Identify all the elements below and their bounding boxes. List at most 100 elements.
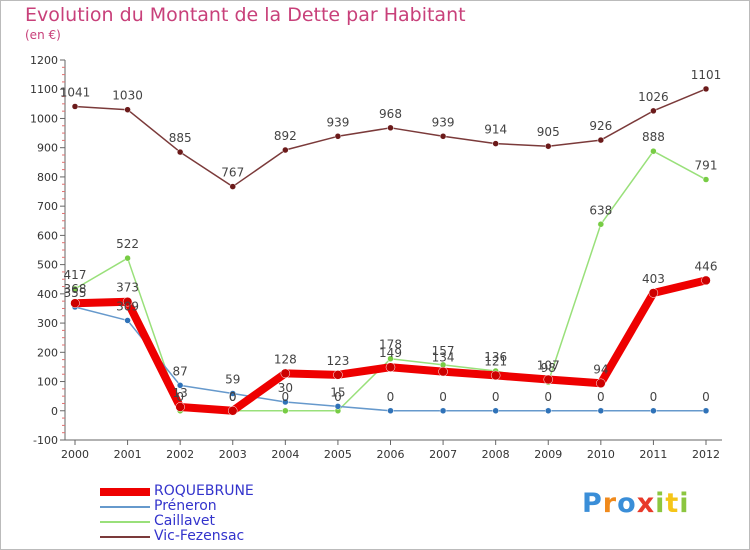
y-tick-label: 700 [37,200,58,213]
data-point [333,370,343,380]
data-label: 368 [64,282,87,296]
data-label: 128 [274,352,297,366]
data-point [71,103,79,110]
y-tick-label: 0 [51,405,58,418]
data-point [282,398,289,406]
x-tick-label: 2003 [219,448,247,461]
y-tick-label: 600 [37,229,58,242]
data-point [70,298,80,308]
data-label: 123 [326,354,349,368]
data-point [387,124,394,132]
data-point [124,254,131,262]
data-point [385,362,396,372]
brand-logo: Proxiti [582,488,690,519]
data-label: 355 [64,286,87,300]
data-label: 446 [695,259,718,273]
data-label: 87 [173,364,188,378]
data-point [387,355,394,362]
data-label: 1030 [112,89,143,103]
data-point [701,275,711,286]
brand-letter: r [602,488,618,519]
x-tick-label: 2001 [114,448,142,461]
data-point [71,285,79,293]
data-label: 121 [484,354,507,368]
chart-title: Evolution du Montant de la Dette par Hab… [25,4,466,26]
data-point [650,147,657,155]
data-label: 0 [334,390,342,404]
data-label: 1041 [60,85,91,99]
data-point [282,407,289,415]
x-tick-label: 2010 [587,448,615,461]
data-point [124,106,131,113]
data-label: 0 [229,390,237,404]
data-label: 0 [439,390,447,404]
data-point [545,142,552,150]
data-label: 136 [484,350,507,364]
data-label: 939 [326,115,349,129]
data-label: 885 [169,131,192,145]
data-point [702,85,710,93]
data-label: 926 [589,119,612,133]
data-label: 15 [330,385,345,399]
y-tick-label: 800 [37,171,58,184]
data-point [122,296,133,307]
data-point [175,402,185,412]
data-point [597,136,605,144]
data-point [387,407,394,415]
y-tick-label: 200 [37,346,58,359]
data-label: 968 [379,107,402,121]
y-tick-label: 1000 [30,112,58,125]
x-tick-label: 2006 [377,448,405,461]
data-point [490,370,501,381]
data-label: 0 [492,390,500,404]
data-label: 98 [541,361,556,375]
legend-swatch [100,536,150,538]
data-point [650,407,657,415]
data-label: 403 [642,272,665,286]
data-point [597,221,605,228]
x-tick-label: 2002 [166,448,194,461]
x-tick-label: 2004 [271,448,299,461]
data-point [702,176,710,183]
y-tick-label: 1100 [30,83,58,96]
data-label: 0 [597,390,605,404]
data-label: 107 [537,358,560,372]
x-tick-label: 2008 [482,448,510,461]
data-label: 373 [116,281,139,295]
legend-label: Caillavet [154,513,215,529]
data-point [596,378,606,389]
brand-letter: P [582,488,603,519]
data-label: 888 [642,130,665,144]
data-label: 13 [173,386,188,400]
data-label: 905 [537,125,560,139]
data-point [492,407,499,415]
data-label: 0 [282,390,290,404]
data-label: 0 [650,390,658,404]
data-label: 134 [432,351,455,365]
data-point [439,407,447,415]
data-point [228,406,238,416]
data-point [438,366,448,377]
data-label: 1101 [691,68,722,82]
y-tick-label: -100 [33,434,58,447]
y-tick-label: 400 [37,288,58,301]
data-label: 939 [432,115,455,129]
data-point [650,107,657,115]
brand-letter: t [665,488,680,519]
data-point [124,317,131,324]
y-tick-label: 900 [37,142,58,155]
data-point [229,183,236,190]
data-label: 914 [484,123,507,137]
y-tick-label: 500 [37,259,58,272]
legend-label: Vic-Fezensac [154,528,245,544]
legend-swatch [100,521,150,523]
data-label: 417 [64,268,87,282]
data-point [492,140,499,147]
legend-swatch [100,506,150,508]
data-label: 638 [589,203,612,217]
x-tick-label: 2000 [61,448,89,461]
data-point [545,407,552,415]
data-point [702,407,710,415]
